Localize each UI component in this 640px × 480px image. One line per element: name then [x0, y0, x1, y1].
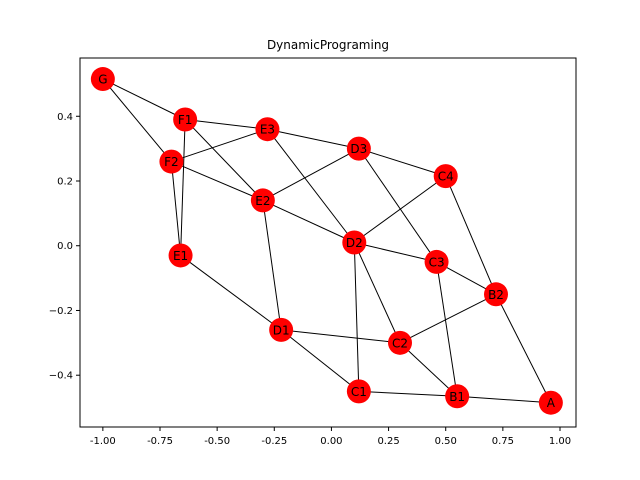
node-label: C4 — [438, 170, 454, 184]
x-tick-label: 1.00 — [549, 436, 571, 447]
node-E1: E1 — [168, 243, 193, 268]
node-label: D3 — [350, 142, 367, 156]
edge-C2-B1 — [399, 342, 458, 397]
node-circle — [159, 149, 184, 174]
edge-F1-E1 — [180, 119, 186, 256]
node-circle — [168, 243, 193, 268]
node-label: F1 — [178, 113, 193, 127]
edge-D1-C2 — [281, 329, 401, 344]
edge-D3-C4 — [358, 148, 446, 177]
y-tick-label: −0.4 — [49, 371, 73, 382]
node-circle — [173, 107, 198, 132]
node-label: B1 — [449, 390, 465, 404]
node-circle — [250, 188, 275, 213]
node-circle — [342, 230, 367, 255]
node-circle — [433, 164, 458, 189]
node-label: B2 — [488, 288, 504, 302]
node-C1: C1 — [346, 379, 371, 404]
y-tick-label: 0.2 — [57, 177, 73, 188]
chart-title: DynamicPrograming — [267, 38, 389, 52]
edge-D1-C1 — [280, 329, 360, 392]
node-E3: E3 — [255, 117, 280, 142]
edge-D2-C1 — [353, 242, 360, 392]
node-label: C1 — [351, 385, 367, 399]
node-circle — [346, 136, 371, 161]
node-D1: D1 — [269, 317, 294, 342]
node-label: E3 — [260, 123, 275, 137]
node-label: D1 — [273, 323, 290, 337]
edge-B1-A — [457, 395, 551, 404]
y-tick-label: 0.4 — [57, 112, 73, 123]
node-F1: F1 — [173, 107, 198, 132]
edge-C2-B2 — [399, 293, 497, 344]
edge-B2-A — [495, 294, 552, 403]
node-label: E1 — [173, 249, 188, 263]
node-G: G — [90, 67, 115, 92]
node-D2: D2 — [342, 230, 367, 255]
x-tick-label: -1.00 — [90, 436, 116, 447]
y-tick-label: 0.0 — [57, 241, 73, 252]
y-axis: 0.4 0.2 0.0 −0.2 −0.4 — [49, 112, 80, 382]
x-tick-label: -0.25 — [261, 436, 287, 447]
node-F2: F2 — [159, 149, 184, 174]
edges-group — [102, 78, 552, 404]
node-A: A — [538, 390, 563, 415]
edge-E2-D1 — [262, 200, 282, 330]
node-B1: B1 — [445, 384, 470, 409]
node-circle — [346, 379, 371, 404]
edge-C4-B2 — [445, 175, 497, 295]
node-circle — [445, 384, 470, 409]
edge-F2-E1 — [170, 161, 182, 256]
edge-E1-D1 — [180, 255, 282, 331]
x-tick-label: 0.50 — [435, 436, 457, 447]
node-label: C3 — [429, 255, 445, 269]
nodes-group: G F1 F2 E1 E2 E3 D1 D2 D3 C1 C2 C3 C4 B1 B2 A — [90, 67, 563, 415]
node-circle — [538, 390, 563, 415]
node-D3: D3 — [346, 136, 371, 161]
node-B2: B2 — [484, 282, 508, 307]
node-E2: E2 — [250, 188, 275, 213]
edge-E3-D2 — [267, 128, 355, 243]
x-tick-label: -0.50 — [204, 436, 230, 447]
x-tick-label: 0.75 — [492, 436, 514, 447]
edge-F2-E2 — [171, 161, 264, 201]
y-tick-label: −0.2 — [49, 306, 73, 317]
x-tick-label: -0.75 — [147, 436, 173, 447]
node-C3: C3 — [424, 249, 449, 274]
node-circle — [484, 282, 508, 307]
edge-D2-C2 — [353, 242, 401, 344]
node-circle — [388, 330, 412, 355]
x-tick-label: 0.25 — [377, 436, 399, 447]
node-label: C2 — [392, 336, 408, 350]
node-circle — [255, 117, 280, 142]
edge-D3-C3 — [358, 148, 437, 263]
edge-E2-D3 — [262, 148, 360, 201]
plot-frame — [79, 57, 577, 428]
node-label: A — [547, 396, 556, 410]
edge-F1-E2 — [184, 119, 264, 201]
node-circle — [90, 67, 115, 92]
edge-E3-D3 — [267, 128, 359, 150]
node-circle — [424, 249, 449, 274]
node-C2: C2 — [388, 330, 412, 355]
node-circle — [269, 317, 294, 342]
node-label: F2 — [164, 155, 179, 169]
edge-F2-E3 — [171, 128, 268, 163]
edge-G-F1 — [102, 78, 186, 120]
edge-F1-E3 — [185, 119, 268, 130]
edge-C1-B1 — [358, 390, 458, 397]
node-label: D2 — [346, 236, 363, 250]
node-label: E2 — [255, 194, 270, 208]
x-tick-label: 0.00 — [320, 436, 342, 447]
edge-C3-B1 — [436, 261, 458, 397]
edge-D2-C3 — [354, 242, 437, 263]
node-C4: C4 — [433, 164, 458, 189]
node-label: G — [98, 73, 107, 87]
edge-G-F2 — [102, 78, 172, 162]
edge-E2-D2 — [262, 199, 355, 243]
x-axis: -1.00 -0.75 -0.50 -0.25 0.00 0.25 0.50 0.75 1.00 — [90, 427, 571, 447]
